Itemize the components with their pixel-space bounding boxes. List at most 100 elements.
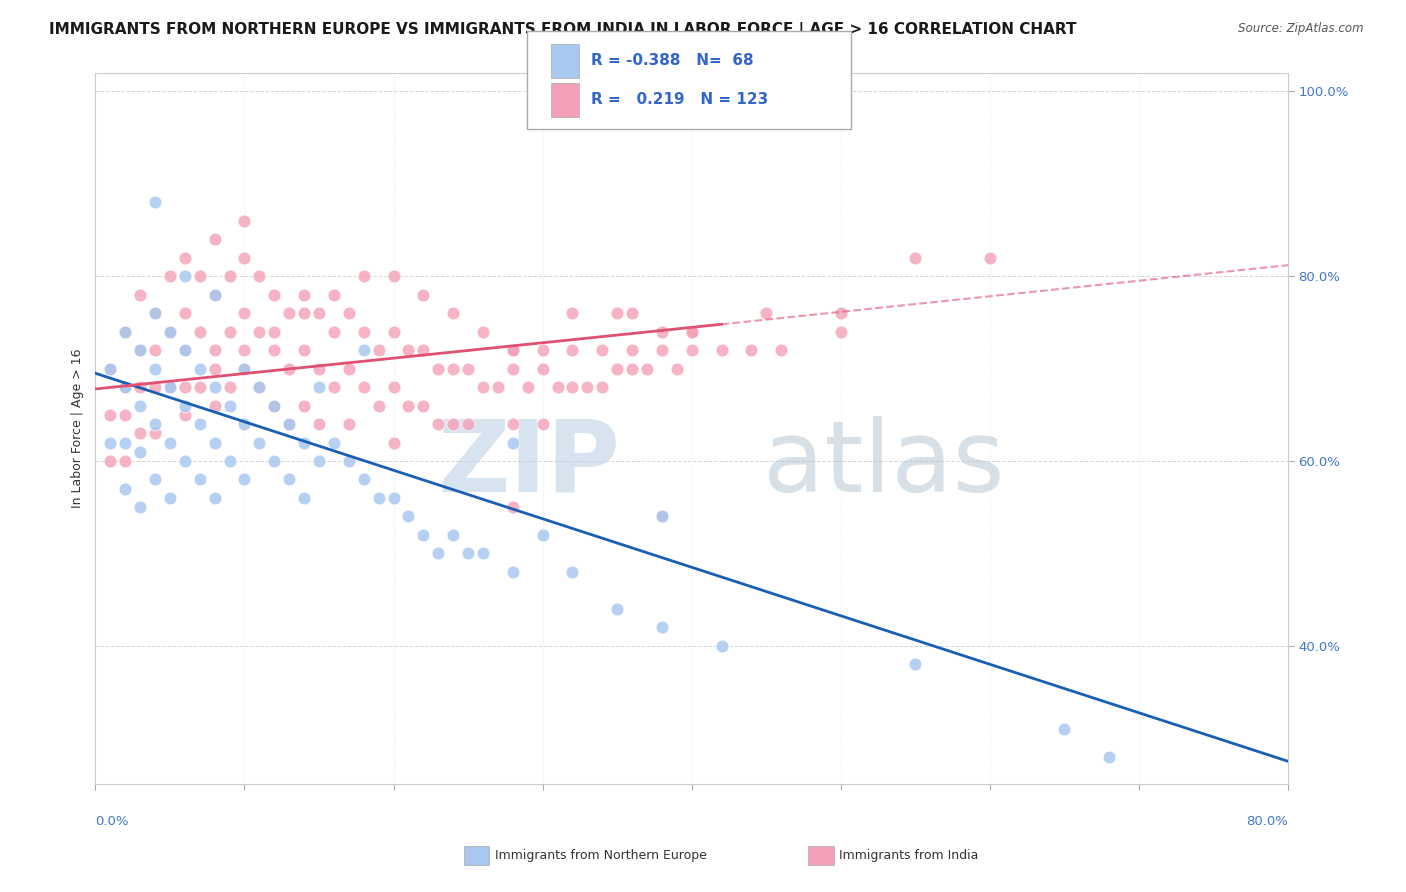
Point <box>114 408 136 422</box>
Point <box>337 361 360 376</box>
Point <box>308 454 330 468</box>
Point <box>755 306 778 320</box>
Point <box>173 343 195 358</box>
Point <box>114 380 136 394</box>
Point <box>188 473 211 487</box>
Point <box>710 639 733 653</box>
Point <box>681 325 703 339</box>
Point <box>367 343 389 358</box>
Point <box>292 491 315 505</box>
Point <box>129 343 152 358</box>
Point <box>278 417 301 431</box>
Point <box>114 380 136 394</box>
Point <box>1053 722 1076 736</box>
Point <box>263 287 285 301</box>
Text: R =   0.219   N = 123: R = 0.219 N = 123 <box>591 93 768 107</box>
Point <box>516 380 538 394</box>
Point <box>204 232 226 246</box>
Point <box>651 509 673 524</box>
Point <box>263 399 285 413</box>
Point <box>247 380 270 394</box>
Point <box>143 306 166 320</box>
Point <box>382 380 405 394</box>
Point <box>247 325 270 339</box>
Point <box>353 343 375 358</box>
Point <box>114 325 136 339</box>
Point <box>531 528 554 542</box>
Point <box>322 325 344 339</box>
Point <box>830 325 852 339</box>
Point <box>337 454 360 468</box>
Point <box>561 343 583 358</box>
Point <box>233 417 256 431</box>
Point <box>472 325 495 339</box>
Point <box>308 361 330 376</box>
Point <box>292 287 315 301</box>
Point <box>188 269 211 284</box>
Point <box>292 343 315 358</box>
Point <box>308 306 330 320</box>
Point <box>98 454 121 468</box>
Point <box>904 657 927 672</box>
Point <box>98 361 121 376</box>
Point <box>710 343 733 358</box>
Point <box>396 343 419 358</box>
Point <box>322 435 344 450</box>
Point <box>159 380 181 394</box>
Text: ZIP: ZIP <box>437 416 620 513</box>
Point <box>457 361 479 376</box>
Point <box>531 343 554 358</box>
Point <box>204 361 226 376</box>
Text: IMMIGRANTS FROM NORTHERN EUROPE VS IMMIGRANTS FROM INDIA IN LABOR FORCE | AGE > : IMMIGRANTS FROM NORTHERN EUROPE VS IMMIG… <box>49 22 1077 38</box>
Point <box>606 306 628 320</box>
Point <box>173 306 195 320</box>
Point <box>382 491 405 505</box>
Point <box>188 325 211 339</box>
Point <box>292 306 315 320</box>
Point <box>308 417 330 431</box>
Point <box>233 306 256 320</box>
Point <box>322 380 344 394</box>
Point <box>159 269 181 284</box>
Point <box>441 417 464 431</box>
Point <box>412 528 434 542</box>
Point <box>441 361 464 376</box>
Point <box>159 491 181 505</box>
Point <box>412 287 434 301</box>
Point <box>382 269 405 284</box>
Point <box>143 426 166 441</box>
Point <box>547 380 569 394</box>
Point <box>502 417 524 431</box>
Point <box>427 361 450 376</box>
Point <box>308 380 330 394</box>
Point <box>129 444 152 458</box>
Point <box>979 251 1001 265</box>
Point <box>247 380 270 394</box>
Point <box>770 343 793 358</box>
Point <box>204 287 226 301</box>
Point <box>502 500 524 515</box>
Point <box>636 361 658 376</box>
Point <box>173 408 195 422</box>
Point <box>904 251 927 265</box>
Point <box>353 269 375 284</box>
Point <box>353 380 375 394</box>
Point <box>247 269 270 284</box>
Point <box>740 343 762 358</box>
Point <box>98 361 121 376</box>
Point <box>218 380 240 394</box>
Point <box>188 361 211 376</box>
Point <box>114 325 136 339</box>
Point <box>681 325 703 339</box>
Point <box>412 343 434 358</box>
Point <box>830 306 852 320</box>
Point <box>188 417 211 431</box>
Point <box>263 454 285 468</box>
Point <box>576 380 599 394</box>
Point <box>218 454 240 468</box>
Point <box>143 343 166 358</box>
Point <box>143 306 166 320</box>
Point <box>353 325 375 339</box>
Point <box>292 399 315 413</box>
Point <box>472 380 495 394</box>
